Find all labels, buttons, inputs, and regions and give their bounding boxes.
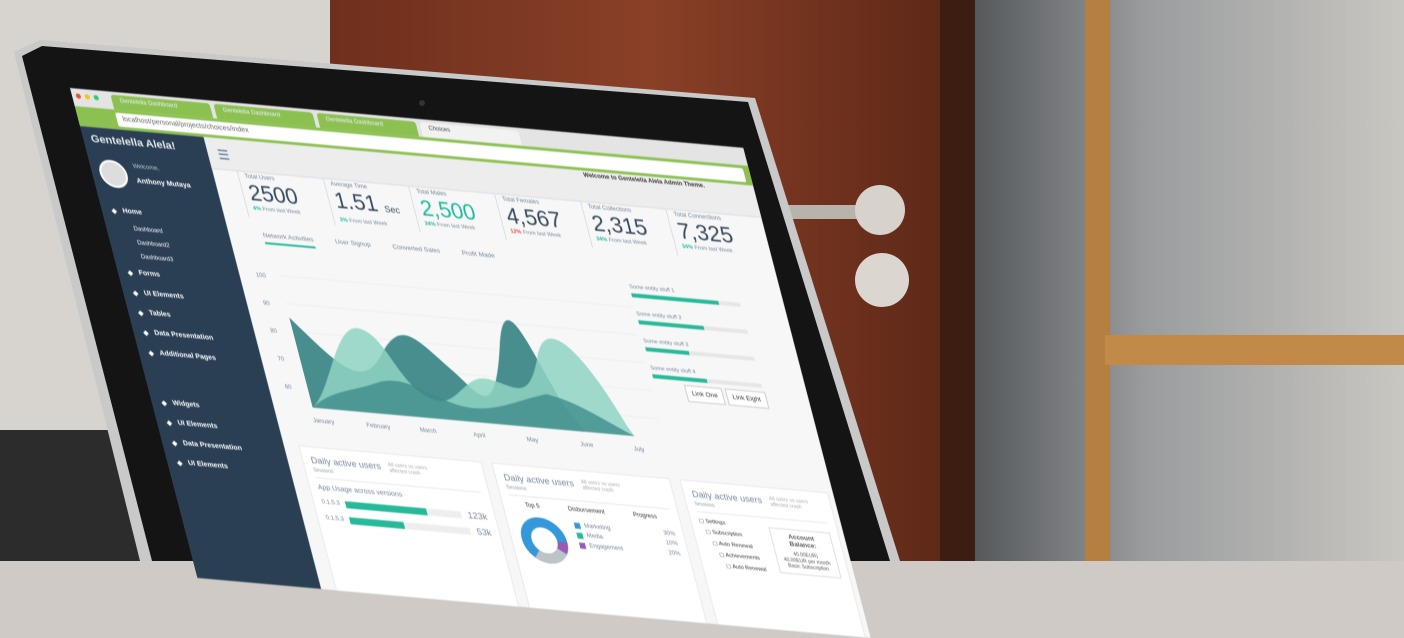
x-tick-label: June xyxy=(580,441,595,449)
sidebar-item-label: UI Elements xyxy=(187,459,229,471)
nav-icon: ◆ xyxy=(147,349,155,358)
legend-swatch xyxy=(578,542,587,550)
laptop-screen: Gentelella Dashboard Gentelella Dashboar… xyxy=(70,88,871,638)
sidebar-item-label: UI Elements xyxy=(143,289,185,301)
stat-card: Total Users 2500 4% From last Week xyxy=(236,171,335,225)
panel-top5: Daily active users All users vs users aff… xyxy=(491,462,709,629)
x-tick-label: February xyxy=(366,422,392,431)
stat-card: Total Females 4,567 12% From last Week xyxy=(494,194,592,248)
x-tick-label: March xyxy=(419,427,437,435)
nav-icon: ◆ xyxy=(126,269,135,278)
chart-tabs: Network Activities User Signup Converted… xyxy=(262,232,497,265)
y-tick-label: 90 xyxy=(262,300,271,308)
y-tick-label: 80 xyxy=(270,328,279,336)
grid-line xyxy=(278,275,630,308)
tab-user-signup[interactable]: User Signup xyxy=(334,238,372,249)
area-series-3 xyxy=(312,380,635,437)
nav-icon: ◆ xyxy=(171,439,179,448)
progress-item: Some entity stuff 4 xyxy=(650,365,763,388)
tab-converted-sales[interactable]: Converted Sales xyxy=(391,243,442,255)
y-tick-label: 70 xyxy=(277,356,286,364)
y-tick-label: 60 xyxy=(284,384,293,392)
stat-card: Average Time 1.51 Sec 3% From last Week xyxy=(322,178,421,233)
sidebar-item-label: Additional Pages xyxy=(158,349,217,362)
link-one-button[interactable]: Link One xyxy=(683,384,727,406)
nav-icon: ◆ xyxy=(142,329,150,338)
nav-icon: ◆ xyxy=(160,399,168,408)
sidebar-item-label: Home xyxy=(121,207,143,217)
legend-swatch xyxy=(576,532,584,540)
progress-item: Some entity stuff 1 xyxy=(629,284,742,307)
nav-icon: ◆ xyxy=(110,207,118,216)
stat-card: Total Males 2,500 34% From last Week xyxy=(408,186,507,241)
nav-icon: ◆ xyxy=(132,289,140,298)
sidebar-item-label: Tables xyxy=(148,309,172,319)
sidebar-item-label: UI Elements xyxy=(176,419,219,431)
nav-icon: ◆ xyxy=(165,419,174,428)
sidebar-item-label: Dashboard2 xyxy=(136,240,171,250)
sidebar-item-label: Dashboard xyxy=(133,226,164,236)
x-tick-label: January xyxy=(312,417,336,426)
link-eight-button[interactable]: Link Eight xyxy=(724,388,770,410)
panel-app-usage: Daily active users All users vs users aff… xyxy=(298,445,521,612)
stat-card: Total Connections 7,325 34% From last Week xyxy=(665,209,764,263)
progress-item: Some entity stuff 3 xyxy=(636,311,749,334)
tab-network-activities[interactable]: Network Activities xyxy=(262,232,316,249)
grid-line xyxy=(285,303,638,336)
legend-swatch xyxy=(573,522,582,530)
door-lock xyxy=(855,253,909,307)
tab-profit-made[interactable]: Profit Made xyxy=(460,249,496,260)
sidebar-item-label: Data Presentation xyxy=(153,329,215,343)
nav-icon: ◆ xyxy=(176,459,184,468)
menu-icon[interactable]: ☰ xyxy=(215,146,232,163)
area-chart: 100 90 80 70 60 January February March April May J… xyxy=(255,272,660,454)
webcam xyxy=(419,100,425,106)
stat-unit: Sec xyxy=(383,203,402,216)
sidebar-item-label: Forms xyxy=(137,269,161,279)
x-tick-label: July xyxy=(633,446,646,454)
sidebar-item-label: Widgets xyxy=(171,399,201,410)
account-balance: Account Balance: 40.00EUR) 40.00EUR per mo… xyxy=(768,527,842,579)
nav-icon: ◆ xyxy=(137,309,145,318)
donut-chart xyxy=(520,517,569,564)
sidebar-item-label: Data Presentation xyxy=(182,439,243,453)
user-name: Anthony Mutaya xyxy=(135,177,192,190)
y-tick-label: 100 xyxy=(255,272,267,280)
x-tick-label: May xyxy=(526,436,540,444)
avatar xyxy=(96,158,132,190)
door-handle xyxy=(780,205,880,219)
welcome-label: Welcome, xyxy=(132,163,161,173)
x-tick-label: April xyxy=(473,432,487,440)
sidebar-item-label: Dashboard3 xyxy=(140,254,175,264)
progress-item: Some entity stuff 3 xyxy=(643,338,756,361)
shelf xyxy=(1085,0,1110,561)
stat-card: Total Collections 2,315 34% From last Week xyxy=(579,201,678,256)
